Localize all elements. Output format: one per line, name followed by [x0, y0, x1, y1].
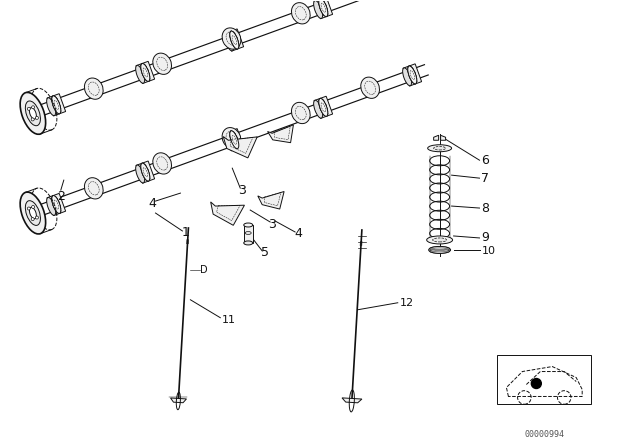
Ellipse shape: [52, 96, 61, 114]
Polygon shape: [170, 398, 186, 403]
Ellipse shape: [319, 0, 328, 17]
Text: 00000994: 00000994: [524, 431, 564, 439]
Polygon shape: [244, 225, 253, 243]
Ellipse shape: [222, 28, 241, 49]
Text: 6: 6: [481, 154, 490, 167]
Circle shape: [31, 106, 35, 109]
Polygon shape: [225, 129, 244, 151]
Polygon shape: [403, 64, 422, 86]
Ellipse shape: [314, 100, 323, 118]
Ellipse shape: [433, 238, 447, 242]
Ellipse shape: [47, 198, 56, 215]
Ellipse shape: [230, 31, 239, 49]
Text: 4: 4: [148, 197, 156, 210]
Ellipse shape: [26, 201, 40, 225]
Polygon shape: [258, 191, 284, 209]
Ellipse shape: [20, 92, 45, 134]
Ellipse shape: [84, 78, 103, 99]
Circle shape: [28, 207, 30, 210]
Polygon shape: [47, 194, 66, 215]
Ellipse shape: [153, 153, 172, 174]
Ellipse shape: [319, 0, 328, 17]
Polygon shape: [136, 61, 155, 83]
Circle shape: [31, 118, 34, 121]
Polygon shape: [434, 135, 438, 140]
Bar: [497, 355, 591, 405]
Polygon shape: [211, 202, 244, 225]
Ellipse shape: [136, 65, 145, 83]
Polygon shape: [314, 96, 333, 118]
Ellipse shape: [52, 195, 61, 214]
Ellipse shape: [84, 178, 103, 199]
Ellipse shape: [291, 3, 310, 24]
Circle shape: [31, 206, 35, 208]
Ellipse shape: [222, 128, 241, 149]
Text: 3: 3: [268, 217, 276, 231]
Ellipse shape: [52, 195, 61, 214]
Ellipse shape: [428, 145, 452, 152]
Ellipse shape: [319, 99, 328, 116]
Ellipse shape: [244, 241, 253, 245]
Ellipse shape: [141, 163, 150, 181]
Ellipse shape: [136, 165, 145, 183]
Ellipse shape: [319, 99, 328, 116]
Circle shape: [531, 379, 541, 388]
Ellipse shape: [427, 236, 452, 244]
Ellipse shape: [26, 101, 40, 126]
Text: 7: 7: [481, 172, 490, 185]
Ellipse shape: [230, 131, 239, 149]
Ellipse shape: [244, 223, 253, 227]
Text: 3: 3: [238, 184, 246, 197]
Circle shape: [35, 216, 38, 219]
Text: 5: 5: [261, 246, 269, 259]
Text: 11: 11: [222, 314, 236, 325]
Ellipse shape: [230, 31, 239, 49]
Ellipse shape: [230, 131, 239, 149]
Text: 9: 9: [481, 232, 490, 245]
Polygon shape: [47, 94, 66, 116]
Ellipse shape: [408, 66, 417, 84]
Text: 1: 1: [182, 227, 189, 240]
Text: 8: 8: [481, 202, 490, 215]
Ellipse shape: [225, 133, 234, 151]
Polygon shape: [225, 29, 244, 51]
Text: D: D: [200, 265, 208, 275]
Ellipse shape: [245, 232, 252, 234]
Ellipse shape: [225, 33, 234, 51]
Circle shape: [28, 108, 30, 110]
Polygon shape: [223, 137, 257, 158]
Ellipse shape: [314, 0, 323, 18]
Polygon shape: [314, 0, 333, 19]
Ellipse shape: [141, 64, 150, 82]
Ellipse shape: [408, 66, 417, 84]
Polygon shape: [268, 125, 293, 142]
Ellipse shape: [52, 96, 61, 114]
Ellipse shape: [141, 64, 150, 82]
Ellipse shape: [29, 207, 36, 219]
Circle shape: [31, 218, 34, 220]
Polygon shape: [440, 135, 445, 140]
Text: 10: 10: [481, 246, 495, 256]
Ellipse shape: [153, 53, 172, 74]
Ellipse shape: [361, 77, 380, 99]
Polygon shape: [136, 161, 155, 183]
Text: 2: 2: [57, 190, 65, 202]
Ellipse shape: [20, 192, 45, 234]
Text: 4: 4: [294, 228, 302, 241]
Ellipse shape: [429, 246, 451, 254]
Ellipse shape: [29, 108, 36, 119]
Ellipse shape: [47, 98, 56, 116]
Circle shape: [35, 116, 38, 119]
Ellipse shape: [291, 102, 310, 124]
Ellipse shape: [403, 68, 412, 86]
Text: 12: 12: [400, 298, 414, 308]
Ellipse shape: [434, 146, 445, 150]
Polygon shape: [342, 398, 362, 403]
Ellipse shape: [141, 163, 150, 181]
